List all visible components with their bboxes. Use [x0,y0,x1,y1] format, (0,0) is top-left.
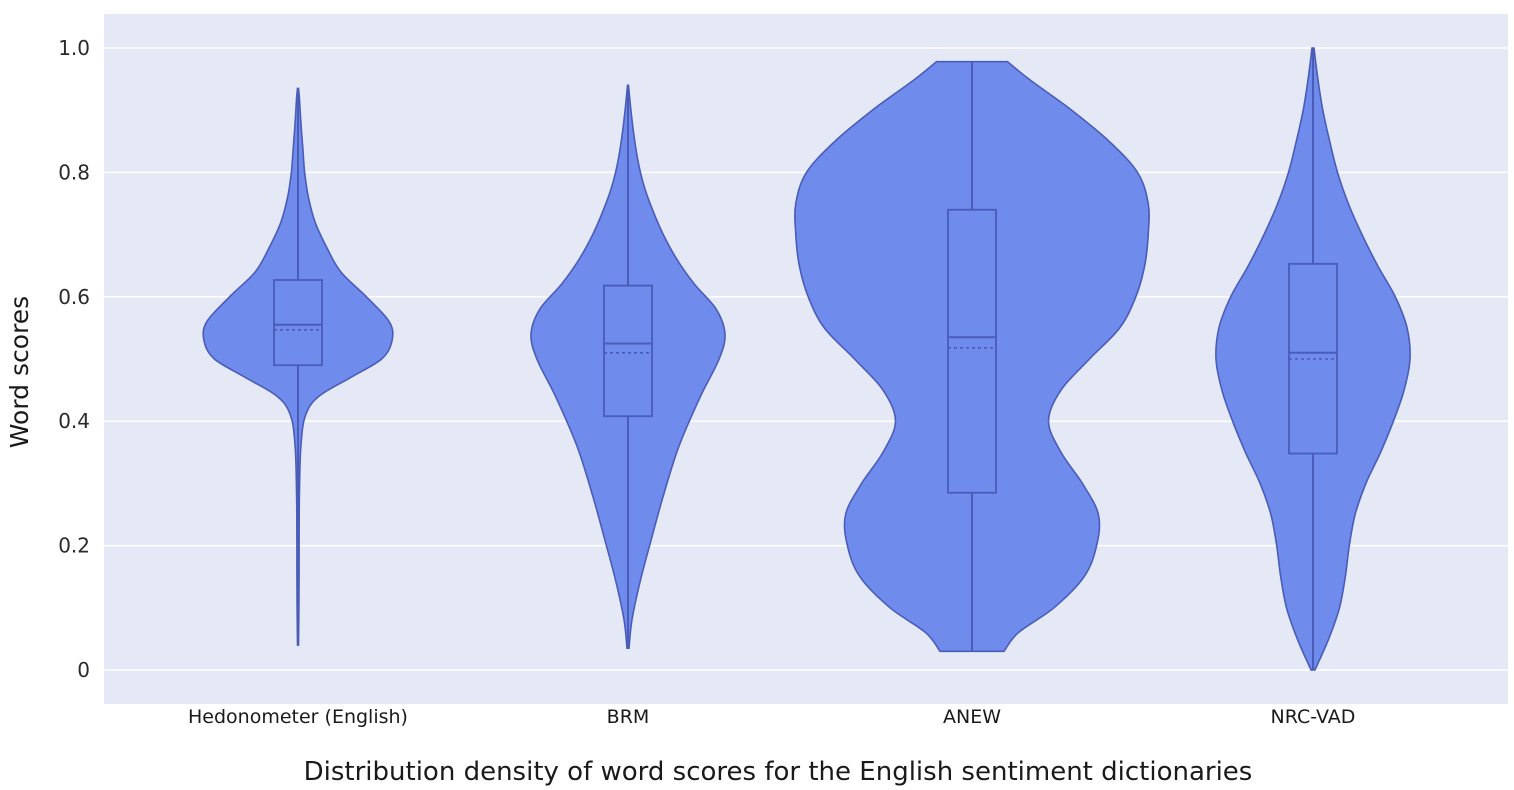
violin-hedonometer-english [202,87,394,646]
x-tick-label: ANEW [943,706,1001,728]
y-tick-label: 0.2 [58,534,90,558]
iqr-box [603,284,653,418]
violin-anew [794,60,1150,653]
violin-brm [530,84,726,649]
y-tick-label: 0 [77,658,90,682]
violin-nrc-vad [1215,47,1411,671]
y-tick-label: 0.6 [58,285,90,309]
x-axis-title: Distribution density of word scores for … [304,757,1253,787]
x-tick-label: BRM [607,706,650,728]
y-tick-label: 1.0 [58,36,90,60]
x-axis-categories: Hedonometer (English) BRM ANEW NRC-VAD [188,706,1355,728]
y-tick-label: 0.8 [58,160,90,184]
iqr-box [947,208,997,494]
iqr-box [273,279,323,367]
x-tick-label: Hedonometer (English) [188,706,408,728]
y-tick-label: 0.4 [58,409,90,433]
x-tick-label: NRC-VAD [1271,706,1356,728]
y-axis-title: Word scores [5,296,34,448]
y-axis-ticks: 0 0.2 0.4 0.6 0.8 1.0 [58,36,90,682]
violins [202,47,1411,671]
